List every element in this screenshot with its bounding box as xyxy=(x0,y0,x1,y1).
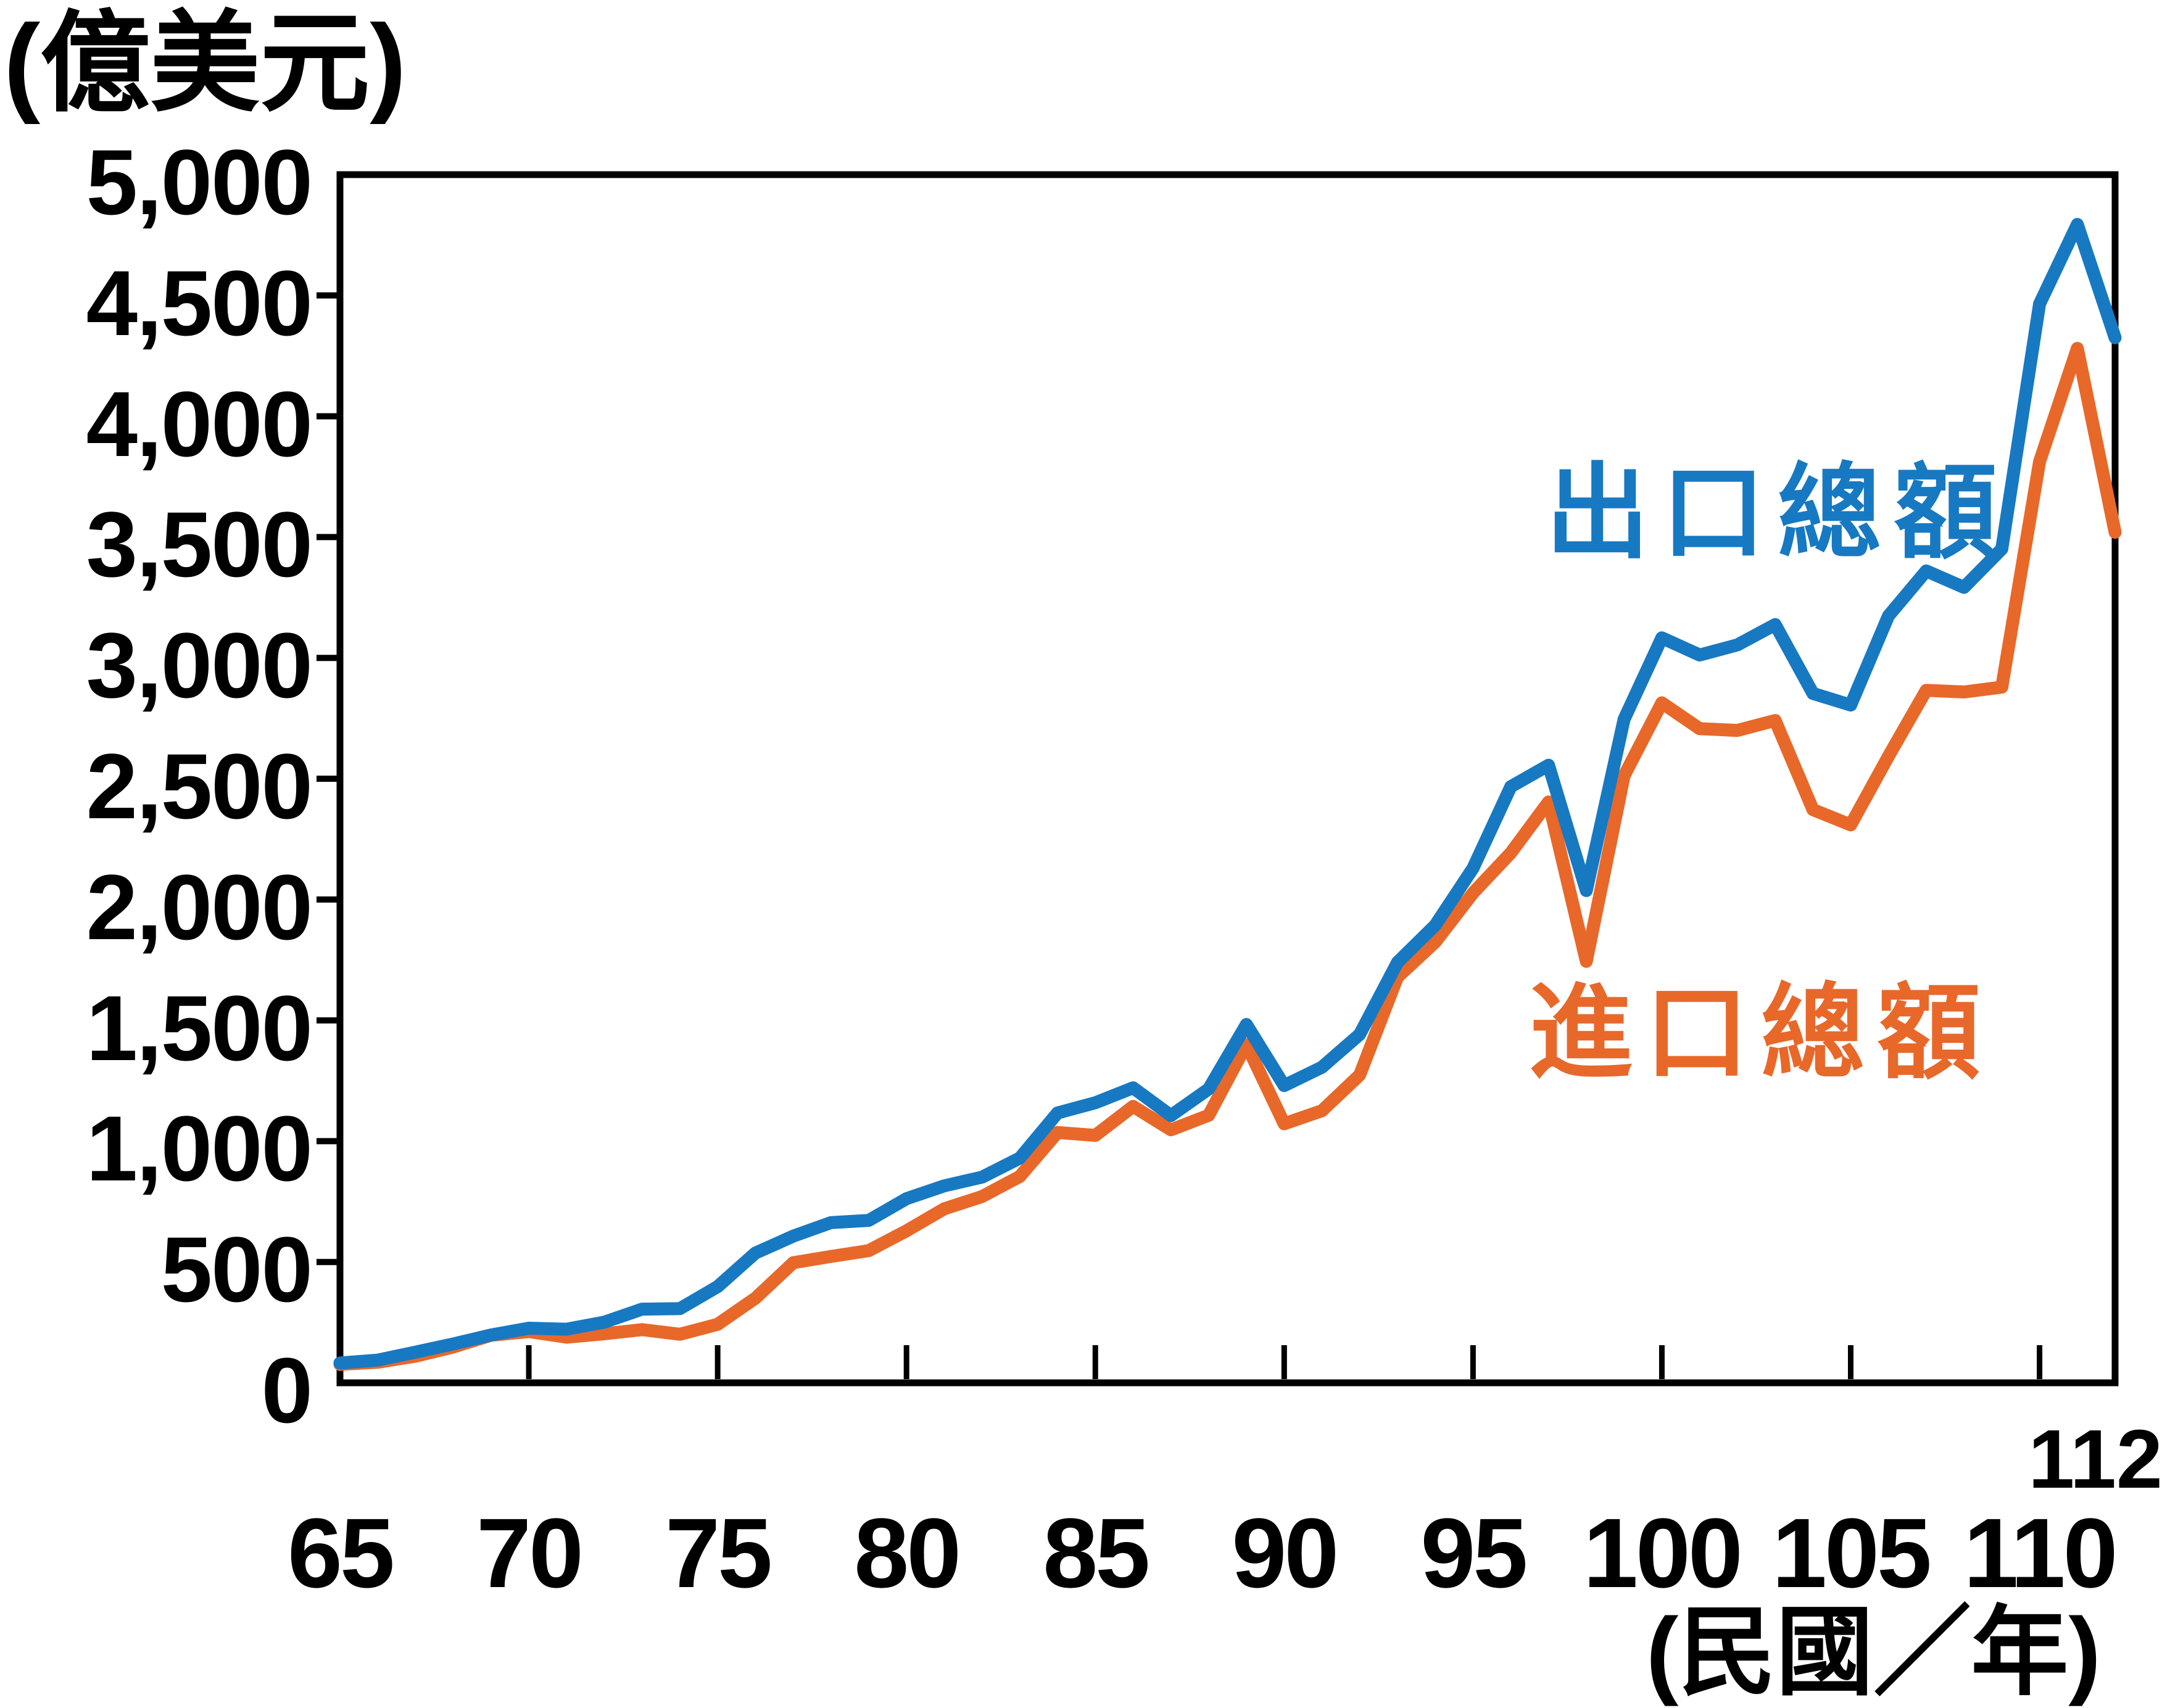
y-tick-label: 2,500 xyxy=(86,734,313,838)
y-tick-label: 4,000 xyxy=(86,371,313,476)
plot-frame xyxy=(336,171,2119,1387)
y-axis-unit-label: (億美元) xyxy=(4,2,407,125)
y-tick-label: 3,500 xyxy=(86,492,313,597)
x-tick-label: 65 xyxy=(288,1498,395,1608)
y-tick-label: 0 xyxy=(261,1338,313,1442)
x-tick-label: 90 xyxy=(1232,1498,1339,1608)
legend-exports-label: 出口總額 xyxy=(1546,455,2010,571)
y-tick-label: 1,000 xyxy=(86,1097,313,1201)
x-axis-unit-label: (民國／年) xyxy=(1646,1598,2101,1707)
x-tick-label: 100 xyxy=(1583,1498,1743,1608)
y-tick-label: 1,500 xyxy=(86,976,313,1080)
imports-line xyxy=(333,342,2122,1371)
exports-line xyxy=(333,218,2122,1370)
x-tick-label: 105 xyxy=(1772,1498,1932,1608)
y-tick-label: 500 xyxy=(160,1217,313,1322)
x-tick-label: 95 xyxy=(1420,1498,1528,1608)
y-tick-label: 4,500 xyxy=(86,251,313,355)
x-tick-label: 75 xyxy=(665,1498,772,1608)
y-tick-label: 3,000 xyxy=(86,613,313,718)
y-tick-label: 5,000 xyxy=(86,130,313,234)
x-tick-label: 85 xyxy=(1043,1498,1150,1608)
x-tick-label: 70 xyxy=(476,1498,584,1608)
x-end-tick-label: 112 xyxy=(2028,1412,2163,1506)
x-tick-label: 110 xyxy=(1963,1498,2118,1608)
legend-imports-label: 進口總額 xyxy=(1529,975,1993,1091)
x-tick-label: 80 xyxy=(854,1498,961,1608)
y-tick-label: 2,000 xyxy=(86,855,313,959)
